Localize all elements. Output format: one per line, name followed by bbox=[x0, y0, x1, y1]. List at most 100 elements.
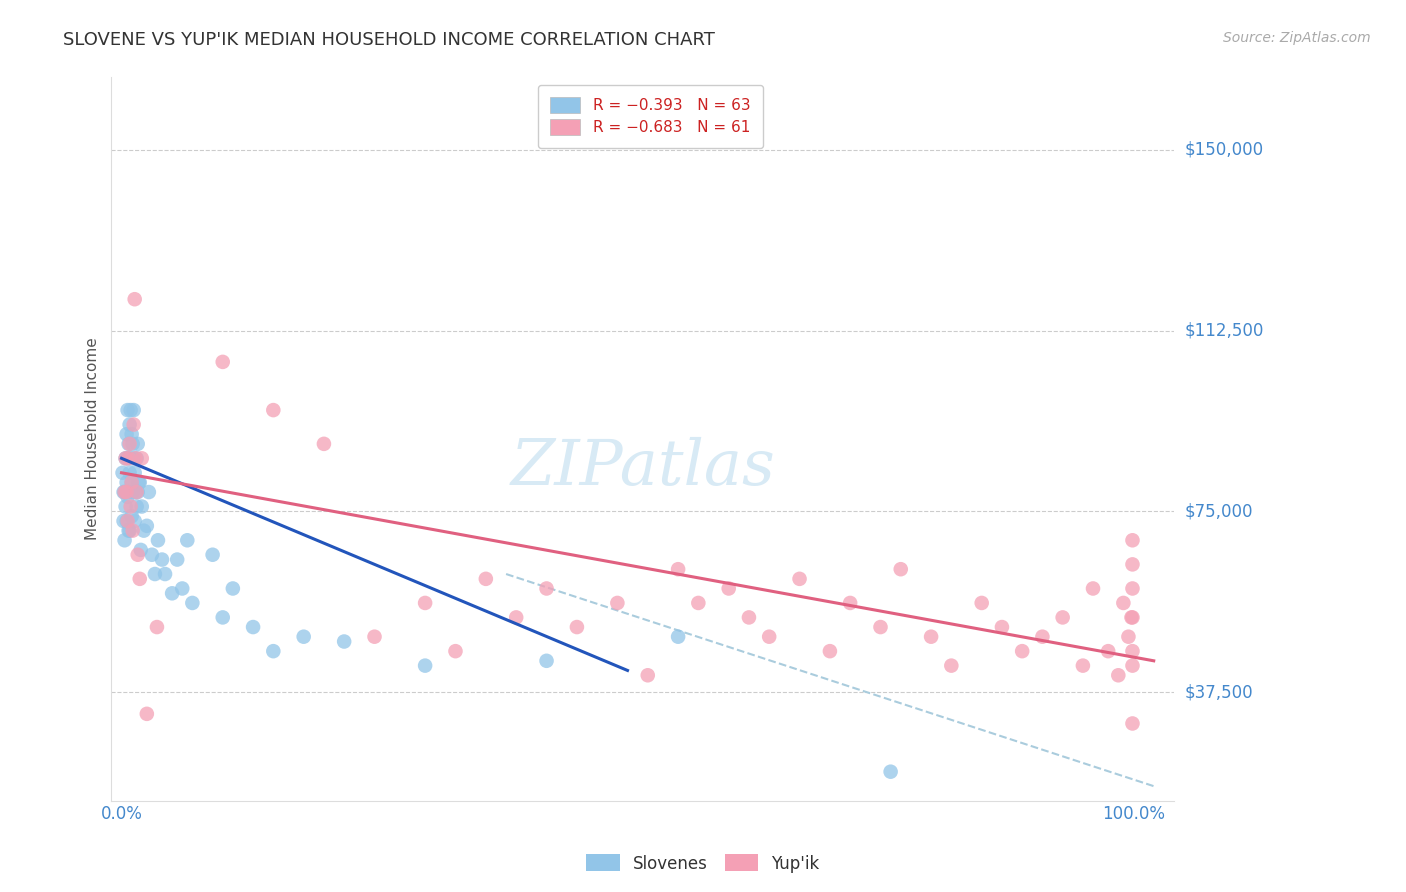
Y-axis label: Median Household Income: Median Household Income bbox=[86, 338, 100, 541]
Point bbox=[1107, 668, 1129, 682]
Point bbox=[117, 490, 139, 504]
Point bbox=[141, 548, 163, 562]
Point bbox=[150, 552, 173, 566]
Point bbox=[413, 596, 436, 610]
Point bbox=[143, 567, 166, 582]
Point bbox=[666, 630, 689, 644]
Point bbox=[505, 610, 527, 624]
Point bbox=[121, 524, 143, 538]
Point bbox=[565, 620, 588, 634]
Point bbox=[120, 500, 142, 514]
Point bbox=[125, 485, 148, 500]
Point bbox=[1052, 610, 1074, 624]
Point bbox=[128, 475, 150, 490]
Point bbox=[839, 596, 862, 610]
Point bbox=[1121, 658, 1143, 673]
Point bbox=[181, 596, 204, 610]
Point bbox=[121, 509, 143, 524]
Point bbox=[128, 572, 150, 586]
Point bbox=[115, 485, 138, 500]
Point bbox=[122, 417, 145, 432]
Point bbox=[115, 475, 138, 490]
Text: $37,500: $37,500 bbox=[1185, 683, 1254, 701]
Point bbox=[333, 634, 356, 648]
Point bbox=[128, 475, 150, 490]
Point bbox=[789, 572, 811, 586]
Point bbox=[125, 485, 148, 500]
Point bbox=[1121, 644, 1143, 658]
Point bbox=[121, 485, 143, 500]
Point bbox=[112, 485, 135, 500]
Point bbox=[117, 524, 139, 538]
Point bbox=[536, 582, 558, 596]
Point bbox=[135, 706, 157, 721]
Point bbox=[124, 514, 146, 528]
Point bbox=[125, 451, 148, 466]
Point bbox=[117, 451, 139, 466]
Point bbox=[1121, 610, 1143, 624]
Point bbox=[124, 466, 146, 480]
Point bbox=[444, 644, 467, 658]
Point bbox=[312, 437, 335, 451]
Point bbox=[114, 500, 136, 514]
Point bbox=[717, 582, 740, 596]
Point bbox=[1097, 644, 1119, 658]
Point bbox=[125, 451, 148, 466]
Point bbox=[118, 524, 141, 538]
Text: $112,500: $112,500 bbox=[1185, 321, 1264, 340]
Text: $75,000: $75,000 bbox=[1185, 502, 1254, 520]
Point bbox=[127, 437, 149, 451]
Point bbox=[1011, 644, 1033, 658]
Point bbox=[127, 485, 149, 500]
Point bbox=[118, 466, 141, 480]
Point bbox=[117, 451, 139, 466]
Point bbox=[120, 403, 142, 417]
Point bbox=[146, 620, 169, 634]
Point bbox=[132, 524, 155, 538]
Point bbox=[1121, 716, 1143, 731]
Point bbox=[118, 417, 141, 432]
Point bbox=[1071, 658, 1094, 673]
Point bbox=[292, 630, 315, 644]
Point bbox=[606, 596, 628, 610]
Point bbox=[138, 485, 160, 500]
Point bbox=[869, 620, 891, 634]
Point bbox=[211, 355, 233, 369]
Point bbox=[120, 451, 142, 466]
Point bbox=[114, 485, 136, 500]
Legend: R = −0.393   N = 63, R = −0.683   N = 61: R = −0.393 N = 63, R = −0.683 N = 61 bbox=[537, 85, 762, 147]
Point bbox=[160, 586, 183, 600]
Point bbox=[666, 562, 689, 576]
Point bbox=[122, 403, 145, 417]
Text: Source: ZipAtlas.com: Source: ZipAtlas.com bbox=[1223, 31, 1371, 45]
Point bbox=[1081, 582, 1104, 596]
Point bbox=[818, 644, 841, 658]
Point bbox=[117, 403, 139, 417]
Point bbox=[127, 548, 149, 562]
Point bbox=[153, 567, 176, 582]
Point bbox=[475, 572, 498, 586]
Point bbox=[115, 427, 138, 442]
Point bbox=[114, 451, 136, 466]
Point bbox=[242, 620, 264, 634]
Point bbox=[222, 582, 245, 596]
Point bbox=[262, 403, 284, 417]
Point bbox=[121, 475, 143, 490]
Point bbox=[111, 466, 134, 480]
Point bbox=[121, 475, 143, 490]
Point bbox=[121, 437, 143, 451]
Point bbox=[131, 500, 153, 514]
Point bbox=[118, 437, 141, 451]
Point bbox=[688, 596, 710, 610]
Point bbox=[758, 630, 780, 644]
Point bbox=[1112, 596, 1135, 610]
Point bbox=[262, 644, 284, 658]
Point bbox=[920, 630, 942, 644]
Point bbox=[122, 451, 145, 466]
Point bbox=[1121, 533, 1143, 548]
Point bbox=[1121, 610, 1143, 624]
Point bbox=[135, 518, 157, 533]
Point bbox=[991, 620, 1014, 634]
Point bbox=[146, 533, 169, 548]
Point bbox=[125, 500, 148, 514]
